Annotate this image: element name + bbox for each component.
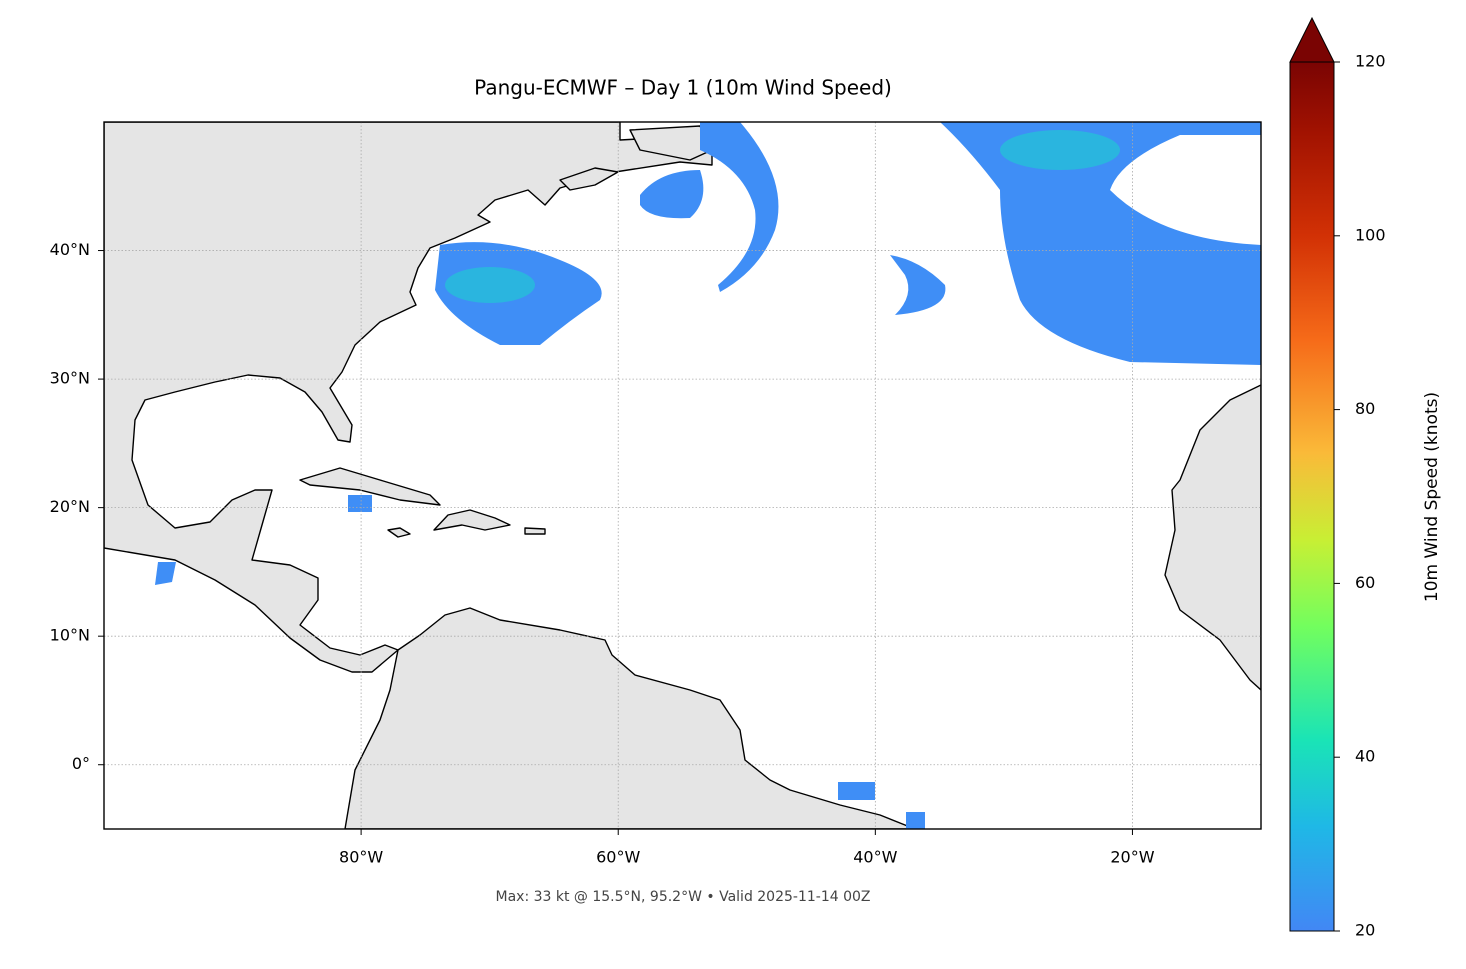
footer: Max: 33 kt @ 15.5°N, 95.2°W • Valid 2025…	[496, 889, 871, 905]
y-tick-label: 20°N	[50, 497, 90, 516]
colorbar-tick-label: 120	[1355, 52, 1386, 71]
colorbar-tick-label: 60	[1355, 573, 1375, 592]
colorbar	[1290, 62, 1334, 931]
africa	[1164, 384, 1261, 691]
y-tick-label: 40°N	[50, 240, 90, 259]
hispaniola	[433, 509, 511, 531]
y-tick-label: 30°N	[50, 369, 90, 388]
wind-patch	[155, 562, 176, 585]
puerto-rico	[524, 527, 546, 535]
x-tick-label: 80°W	[339, 848, 383, 867]
x-tick-label: 40°W	[853, 848, 897, 867]
wind-patch	[640, 170, 704, 219]
chart-title: Pangu-ECMWF – Day 1 (10m Wind Speed)	[474, 76, 892, 100]
south-america	[344, 607, 916, 829]
wind-patch	[700, 122, 779, 292]
newfoundland	[629, 125, 713, 161]
colorbar-extend	[1289, 16, 1335, 63]
colorbar-label: 10m Wind Speed (knots)	[1422, 392, 1442, 602]
cuba	[299, 467, 441, 506]
wind-patch	[906, 812, 925, 829]
x-tick-label: 20°W	[1110, 848, 1154, 867]
axes-frame	[103, 121, 1262, 830]
colorbar-tick-label: 80	[1355, 399, 1375, 418]
wind-patch	[890, 255, 946, 315]
nova-scotia	[559, 167, 619, 191]
colorbar-tick-label: 40	[1355, 747, 1375, 766]
wind-patch	[348, 495, 372, 512]
wind-patch	[940, 122, 1261, 365]
colorbar-frame	[1289, 62, 1335, 932]
north-america	[104, 122, 713, 673]
jamaica	[387, 527, 411, 538]
colorbar-tick-label: 100	[1355, 225, 1386, 244]
wind-core	[1000, 130, 1120, 170]
x-tick-label: 60°W	[596, 848, 640, 867]
colorbar-tick-label: 20	[1355, 921, 1375, 940]
y-tick-label: 10°N	[50, 626, 90, 645]
map	[104, 122, 1261, 829]
y-tick-label: 0°	[72, 754, 90, 773]
wind-core	[445, 267, 535, 303]
wind-patch	[838, 782, 875, 800]
